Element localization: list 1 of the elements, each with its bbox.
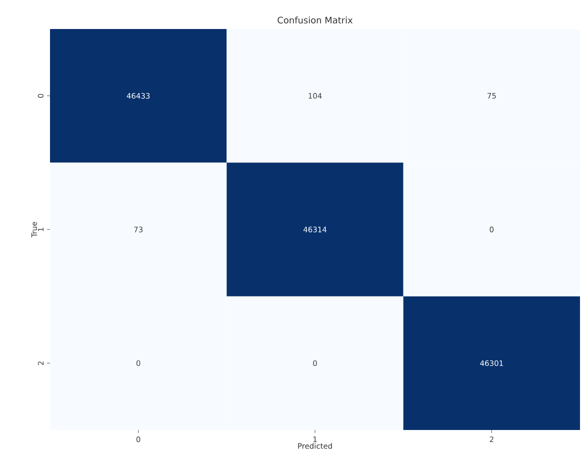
chart-title: Confusion Matrix <box>278 16 353 24</box>
